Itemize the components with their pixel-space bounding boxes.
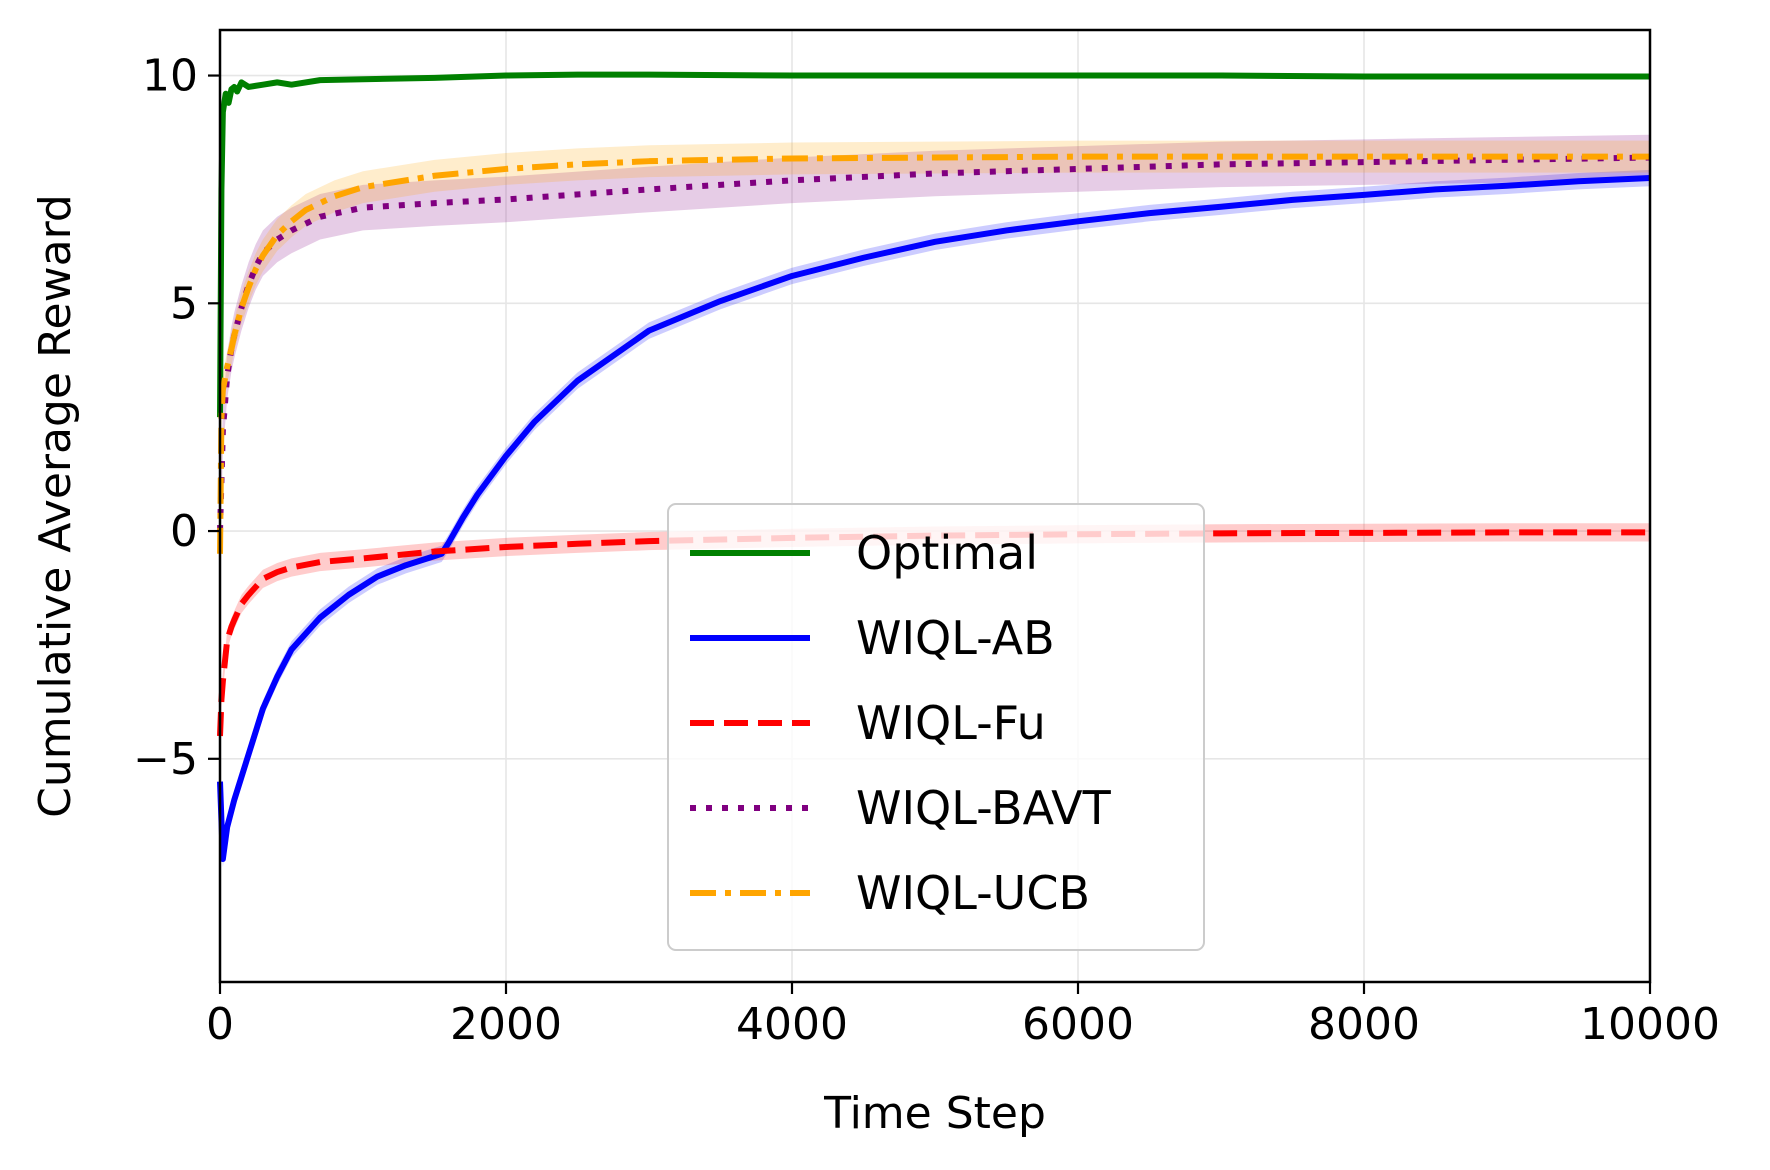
- legend-label-wiql-ab: WIQL-AB: [856, 611, 1055, 665]
- legend-label-optimal: Optimal: [856, 526, 1038, 580]
- confidence-bands: [220, 134, 1650, 868]
- band-wiql-ucb: [220, 140, 1650, 570]
- legend-label-wiql-ucb: WIQL-UCB: [856, 866, 1090, 920]
- y-axis-label: Cumulative Average Reward: [30, 194, 81, 818]
- x-tick-label: 2000: [450, 999, 562, 1050]
- x-tick-label: 0: [206, 999, 234, 1050]
- x-tick-label: 6000: [1022, 999, 1134, 1050]
- axis-ticks: 0 2000 4000 6000 8000 10000 −5 0 5 10: [133, 51, 1720, 1050]
- y-tick-label: −5: [133, 734, 198, 785]
- y-tick-label: 5: [170, 278, 198, 329]
- series-line-wiql-ucb: [217, 153, 1650, 554]
- band-wiql-bavt: [220, 134, 1650, 554]
- legend-box: [667, 503, 1205, 951]
- legend-label-wiql-fu: WIQL-Fu: [856, 696, 1046, 750]
- x-tick-label: 10000: [1580, 999, 1720, 1050]
- series-lines: [217, 71, 1651, 863]
- legend-label-wiql-bavt: WIQL-BAVT: [856, 781, 1112, 835]
- y-tick-label: 0: [170, 506, 198, 557]
- series-line-wiql-ab: [217, 175, 1651, 863]
- x-axis-label: Time Step: [823, 1088, 1046, 1139]
- series-line-wiql-fu: [217, 529, 1650, 737]
- plot-frame: [218, 28, 1652, 984]
- y-tick-label: 10: [142, 51, 198, 102]
- x-tick-label: 8000: [1308, 999, 1420, 1050]
- x-tick-label: 4000: [736, 999, 848, 1050]
- series-line-optimal: [217, 71, 1650, 418]
- legend: Optimal WIQL-AB WIQL-Fu WIQL-BAVT WIQL-UCB: [667, 503, 1205, 951]
